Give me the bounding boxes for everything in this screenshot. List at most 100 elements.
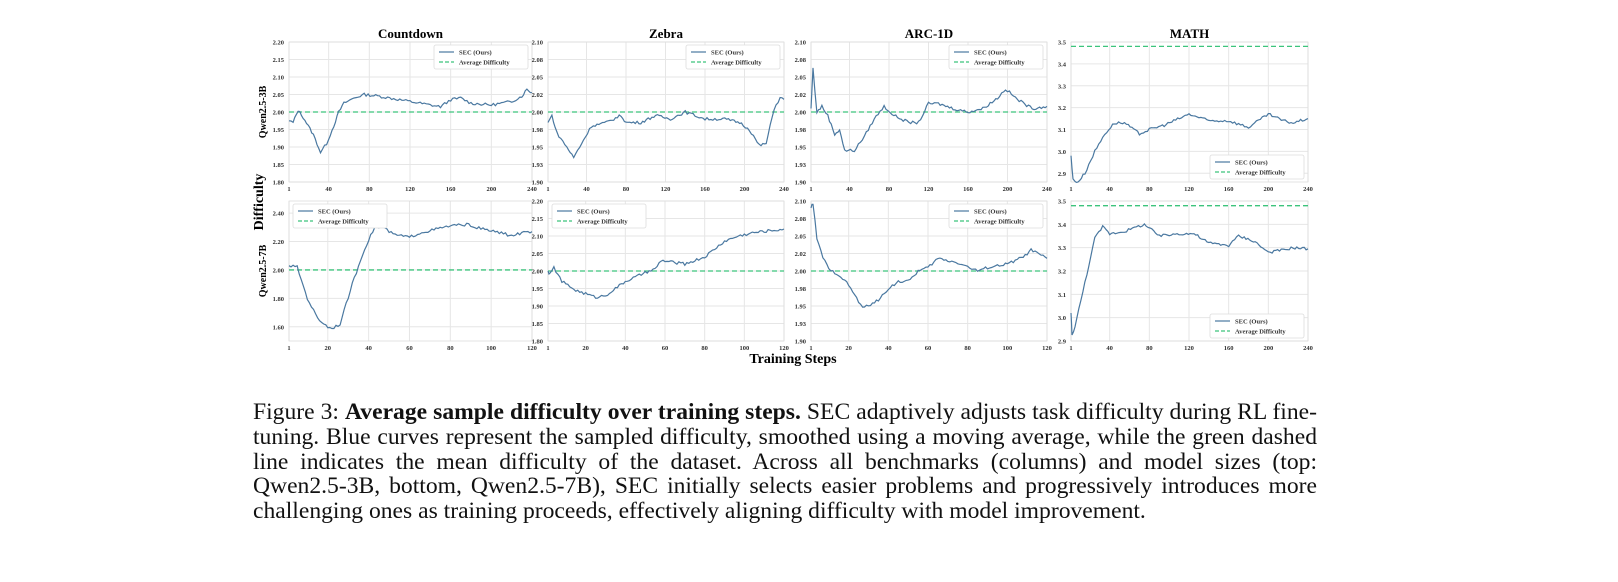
y-tick-label: 2.20: [273, 239, 284, 246]
x-tick-label: 120: [924, 186, 934, 193]
x-tick-label: 100: [486, 345, 496, 352]
x-tick-label: 40: [1106, 186, 1113, 193]
legend-average-label: Average Difficulty: [459, 60, 510, 67]
x-tick-label: 120: [1184, 186, 1194, 193]
x-tick-label: 40: [846, 186, 853, 193]
legend-average-label: Average Difficulty: [974, 219, 1025, 226]
figure: Difficulty Qwen2.5-3B Qwen2.5-7B Trainin…: [252, 26, 1313, 367]
y-tick-label: 1.90: [795, 180, 806, 187]
y-tick-label: 2.08: [532, 57, 544, 64]
y-tick-label: 2.20: [532, 199, 543, 206]
y-tick-label: 2.15: [273, 57, 285, 64]
legend-average-label: Average Difficulty: [577, 219, 628, 226]
legend: SEC (Ours) Average Difficulty: [948, 44, 1044, 70]
y-tick-label: 1.90: [532, 304, 543, 311]
legend-average-label: Average Difficulty: [1235, 329, 1286, 336]
y-tick-label: 2.05: [795, 75, 807, 82]
y-tick-label: 2.9: [1058, 339, 1067, 346]
y-tick-label: 1.90: [532, 180, 543, 187]
y-tick-label: 2.00: [532, 269, 543, 276]
legend-box: [433, 44, 529, 70]
y-tick-label: 3.3: [1058, 245, 1067, 252]
x-tick-label: 120: [1042, 345, 1052, 352]
axes-frame: [288, 200, 533, 342]
legend-box: [1209, 313, 1305, 339]
y-tick-label: 2.05: [532, 75, 544, 82]
legend-average-label: Average Difficulty: [711, 60, 762, 67]
x-tick-label: 40: [1106, 345, 1113, 352]
x-tick-label: 120: [405, 186, 415, 193]
x-tick-label: 80: [964, 345, 971, 352]
legend: SEC (Ours) Average Difficulty: [292, 203, 388, 229]
row-label-7b: Qwen2.5-7B: [258, 244, 269, 297]
y-tick-label: 2.10: [532, 234, 543, 241]
x-tick-label: 240: [779, 186, 789, 193]
y-tick-label: 2.00: [273, 110, 284, 117]
x-tick-label: 1: [1069, 345, 1072, 352]
x-tick-label: 240: [1303, 186, 1313, 193]
caption-bold: Average sample difficulty over training …: [345, 399, 801, 425]
x-tick-label: 60: [925, 345, 932, 352]
legend: SEC (Ours) Average Difficulty: [1209, 154, 1305, 180]
x-tick-label: 1: [287, 186, 290, 193]
x-tick-label: 20: [845, 345, 852, 352]
y-tick-label: 2.9: [1058, 171, 1067, 178]
x-tick-label: 60: [662, 345, 669, 352]
subplot-title: Countdown: [378, 26, 444, 41]
row-label-3b: Qwen2.5-3B: [258, 85, 269, 138]
x-tick-label: 80: [1146, 186, 1153, 193]
legend-sec-label: SEC (Ours): [711, 50, 744, 57]
x-tick-label: 120: [779, 345, 789, 352]
y-tick-label: 2.00: [273, 267, 284, 274]
legend: SEC (Ours) Average Difficulty: [1209, 313, 1305, 339]
y-tick-label: 3.5: [1058, 199, 1067, 206]
x-tick-label: 40: [325, 186, 332, 193]
y-tick-label: 2.08: [795, 57, 807, 64]
x-tick-label: 80: [366, 186, 373, 193]
y-tick-label: 1.98: [532, 127, 544, 134]
y-tick-label: 3.2: [1058, 269, 1066, 276]
legend-box: [685, 44, 781, 70]
x-tick-label: 80: [447, 345, 454, 352]
y-tick-label: 1.60: [273, 324, 284, 331]
y-tick-label: 3.1: [1058, 127, 1066, 134]
y-tick-label: 2.02: [795, 251, 806, 258]
subplot-6: 1 20 40 60 80 100 1201.801.851.901.952.002.052…: [532, 199, 789, 353]
y-tick-label: 2.00: [795, 269, 806, 276]
legend: SEC (Ours) Average Difficulty: [685, 44, 781, 70]
legend-sec-label: SEC (Ours): [577, 209, 610, 216]
legend-sec-label: SEC (Ours): [974, 209, 1007, 216]
sec-series-line: [547, 96, 785, 159]
x-tick-label: 1: [809, 345, 812, 352]
y-tick-label: 1.95: [273, 127, 285, 134]
y-tick-label: 1.98: [795, 127, 807, 134]
y-tick-label: 3.5: [1058, 40, 1067, 47]
y-tick-label: 1.90: [795, 339, 806, 346]
shared-ylabel: Difficulty: [252, 174, 267, 231]
sec-series-line: [1070, 112, 1309, 184]
legend-box: [292, 203, 388, 229]
legend-sec-label: SEC (Ours): [974, 50, 1007, 57]
x-tick-label: 240: [1303, 345, 1313, 352]
x-tick-label: 40: [583, 186, 590, 193]
subplot-3: 1 40 80 120 160 200 240 1.90 1.93 1.95 1.98 2.00 2.0…: [795, 26, 1052, 193]
shared-xlabel: Training Steps: [749, 352, 837, 367]
x-tick-label: 240: [1042, 186, 1052, 193]
subplot-4: 1 40 80 120 160 200 240 2.9 3.0 3.1 3.2 3.3 3.4 3.5 MA…: [1058, 26, 1313, 193]
sec-series-line: [810, 203, 1048, 308]
axes-frame: [1070, 200, 1309, 342]
x-tick-label: 160: [446, 186, 456, 193]
x-tick-label: 1: [809, 186, 812, 193]
x-tick-label: 200: [1263, 345, 1273, 352]
y-tick-label: 2.10: [273, 75, 284, 82]
y-tick-label: 1.98: [795, 286, 807, 293]
legend-sec-label: SEC (Ours): [318, 209, 351, 216]
x-tick-label: 1: [546, 186, 549, 193]
x-tick-label: 40: [622, 345, 629, 352]
y-tick-label: 2.10: [532, 40, 543, 47]
x-tick-label: 120: [527, 345, 537, 352]
y-tick-label: 3.4: [1058, 61, 1067, 68]
y-tick-label: 2.05: [795, 234, 807, 241]
y-tick-label: 3.0: [1058, 315, 1066, 322]
